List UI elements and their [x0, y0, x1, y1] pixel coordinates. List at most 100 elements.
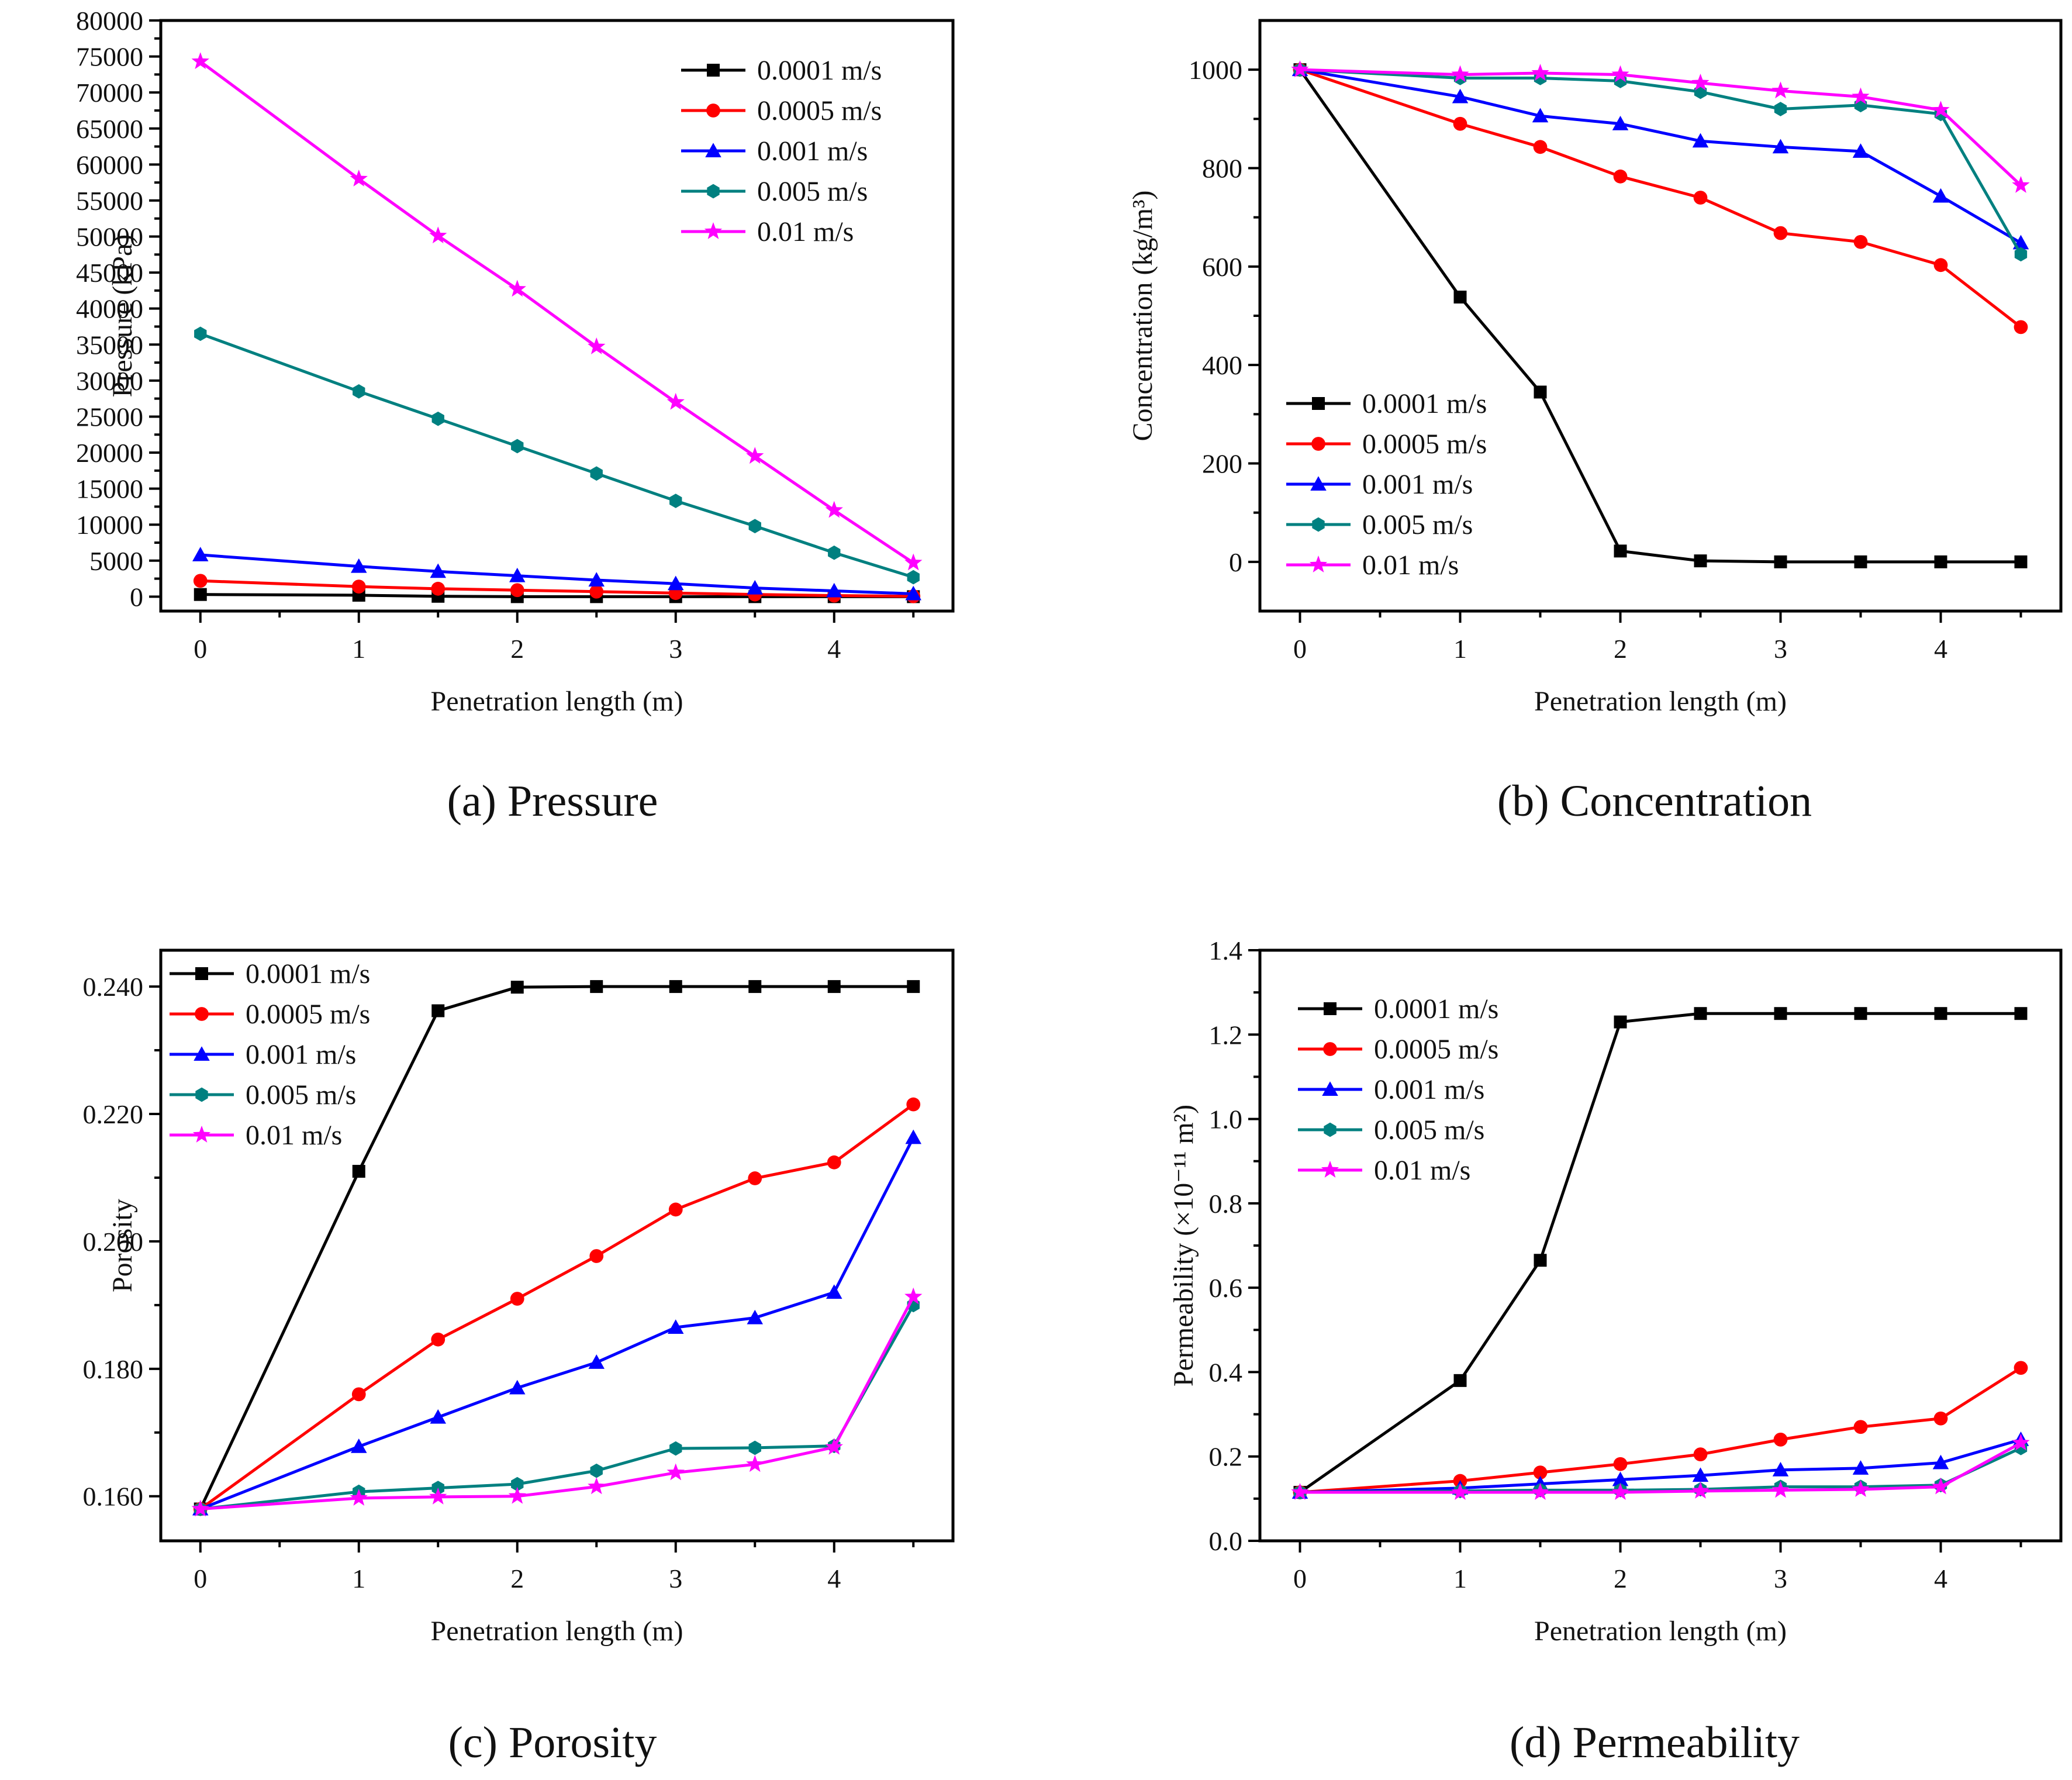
concentration-data-point [1692, 133, 1709, 148]
porosity-data-point [511, 1477, 524, 1492]
porosity-legend-marker [192, 1126, 211, 1143]
concentration-data-point [1534, 385, 1547, 399]
pressure-y-tick-label: 80000 [76, 6, 143, 36]
concentration-data-point [1772, 139, 1789, 154]
pressure-y-tick-label: 30000 [76, 366, 143, 396]
porosity-data-point [904, 1287, 923, 1305]
pressure-legend-label: 0.001 m/s [757, 136, 868, 167]
concentration-legend-label: 0.001 m/s [1362, 469, 1473, 500]
concentration-data-point [1771, 81, 1790, 99]
pressure-data-point [746, 447, 764, 464]
porosity-series-4 [191, 1287, 923, 1517]
permeability-x-tick-label: 1 [1453, 1564, 1467, 1593]
porosity-plot-frame [159, 948, 955, 1543]
concentration-data-point [1774, 102, 1787, 116]
concentration-series-4 [1291, 60, 2030, 193]
pressure-y-tick-label: 65000 [76, 114, 143, 144]
permeability-legend-label: 0.001 m/s [1374, 1074, 1484, 1105]
porosity-data-point [667, 1463, 685, 1481]
porosity-x-tick-label: 2 [510, 1564, 524, 1593]
concentration-data-point [1453, 291, 1467, 304]
permeability-y-axis-title: Permeability (×10⁻¹¹ m²) [1168, 1105, 1199, 1386]
concentration-chart: 0 1 2 3 4 0 200 400 600 800 1000 Penetration length… [1127, 19, 2063, 717]
porosity-data-point [748, 980, 762, 994]
permeability-data-point [1291, 1483, 1309, 1500]
permeability-series-4 [1291, 1433, 2030, 1500]
concentration-data-point [2014, 555, 2028, 568]
pressure-series-line [199, 332, 914, 579]
pressure-data-point [431, 581, 446, 596]
permeability-legend-marker [1324, 1122, 1337, 1137]
concentration-y-axis-title: Concentration (kg/m³) [1127, 191, 1158, 441]
concentration-x-tick-label: 4 [1934, 634, 1947, 664]
pressure-legend-marker [705, 143, 721, 157]
concentration-x-axis-title: Penetration length (m) [1534, 686, 1787, 717]
porosity-y-tick-label: 0.180 [83, 1354, 144, 1384]
caption-a: (a) Pressure [447, 777, 658, 826]
pressure-data-point [509, 567, 526, 582]
concentration-legend-label: 0.0001 m/s [1362, 388, 1487, 419]
pressure-x-tick-label: 1 [352, 634, 365, 664]
concentration-data-point [1531, 64, 1549, 81]
porosity-data-point [589, 1249, 604, 1263]
permeability-data-point [1612, 1471, 1629, 1486]
concentration-data-point [1854, 555, 1867, 568]
permeability-data-point [1453, 1374, 1467, 1387]
concentration-legend-label: 0.005 m/s [1362, 509, 1473, 540]
permeability-data-point [2012, 1433, 2030, 1451]
pressure-legend-label: 0.0001 m/s [757, 55, 882, 86]
concentration-y-tick-label: 200 [1202, 449, 1242, 479]
concentration-data-point [1614, 544, 1627, 558]
concentration-data-point [1612, 116, 1629, 130]
permeability-data-point [1611, 1483, 1629, 1500]
pressure-data-point [508, 280, 526, 297]
porosity-data-point [429, 1487, 447, 1505]
concentration-legend-marker [1309, 556, 1328, 572]
porosity-data-point [508, 1486, 526, 1504]
permeability-series-0 [1293, 1007, 2028, 1499]
concentration-legend-label: 0.01 m/s [1362, 550, 1459, 581]
permeability-legend-marker [1321, 1161, 1339, 1178]
pressure-data-point [431, 411, 444, 426]
permeability-data-point [2014, 1007, 2028, 1020]
pressure-y-tick-label: 40000 [76, 294, 143, 324]
pressure-plot-frame [159, 19, 955, 613]
porosity-data-point [905, 1129, 921, 1144]
permeability-data-point [1533, 1465, 1548, 1480]
pressure-data-point [904, 553, 923, 571]
pressure-x-tick-label: 2 [510, 634, 524, 664]
concentration-data-point [1852, 143, 1869, 158]
porosity-data-point [748, 1440, 761, 1455]
permeability-legend-label: 0.01 m/s [1374, 1155, 1470, 1186]
concentration-x-tick-label: 3 [1774, 634, 1787, 664]
porosity-data-point [351, 1387, 366, 1402]
porosity-x-tick-label: 0 [194, 1564, 207, 1593]
caption-b: (b) Concentration [1497, 777, 1812, 826]
concentration-series-2 [1291, 61, 2029, 250]
concentration-data-point [1852, 87, 1870, 105]
porosity-data-point [351, 1438, 367, 1453]
porosity-legend-label: 0.0005 m/s [246, 999, 370, 1030]
permeability-x-tick-label: 2 [1614, 1564, 1627, 1593]
porosity-x-axis-title: Penetration length (m) [431, 1616, 683, 1647]
concentration-data-point [1694, 554, 1707, 568]
porosity-data-point [748, 1171, 762, 1185]
porosity-y-tick-label: 0.160 [83, 1482, 144, 1512]
concentration-series-line [1300, 68, 2022, 256]
pressure-data-point [905, 585, 921, 601]
pressure-data-point [590, 466, 603, 481]
permeability-data-point [1534, 1254, 1547, 1267]
porosity-data-point [747, 1309, 763, 1324]
concentration-data-point [1693, 191, 1708, 205]
pressure-x-axis-title: Penetration length (m) [431, 686, 683, 717]
concentration-data-point [1532, 108, 1549, 123]
concentration-data-point [1533, 140, 1548, 154]
porosity-data-point [827, 980, 841, 994]
pressure-y-tick-label: 45000 [76, 258, 143, 288]
porosity-data-point [350, 1489, 368, 1506]
concentration-legend-marker [1312, 517, 1325, 532]
pressure-y-tick-label: 20000 [76, 438, 143, 468]
permeability-y-tick-label: 1.4 [1209, 936, 1243, 965]
permeability-x-tick-label: 0 [1293, 1564, 1307, 1593]
